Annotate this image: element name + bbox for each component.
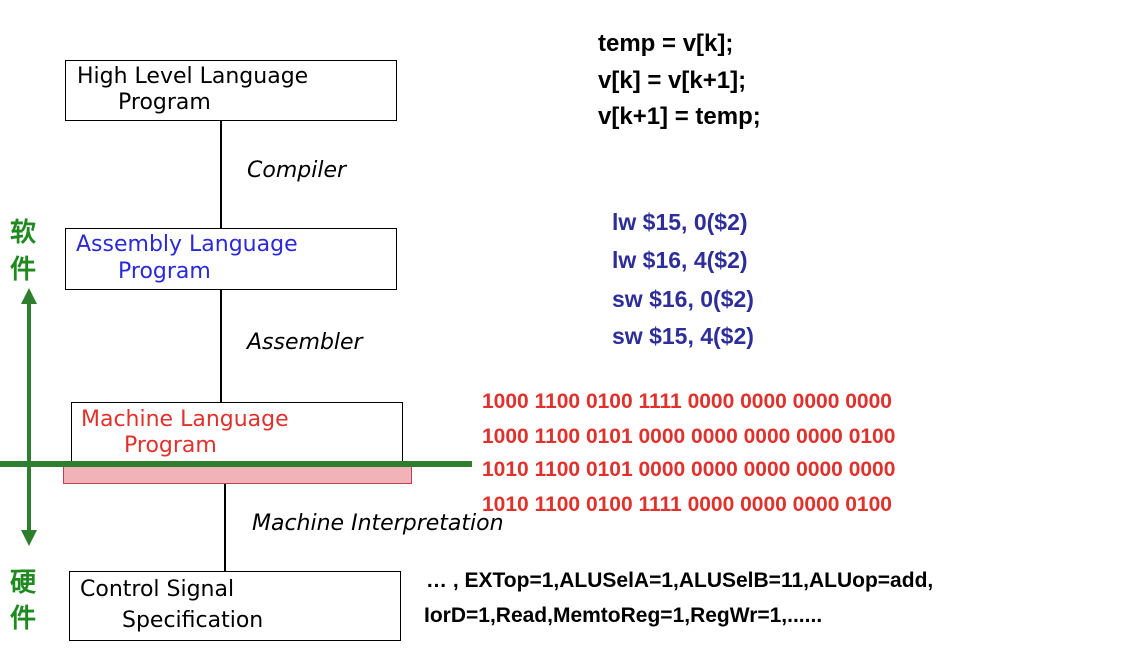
hll-code-line-1: temp = v[k]; xyxy=(598,30,734,57)
high-level-language-line2: Program xyxy=(118,90,211,115)
machine-interpretation-label: Machine Interpretation xyxy=(252,511,504,536)
connector-line-ml-ctrl xyxy=(224,484,226,571)
control-signals-line-1: … , EXTop=1,ALUSelA=1,ALUSelB=11,ALUop=a… xyxy=(426,569,934,592)
machine-language-line1: Machine Language xyxy=(81,407,289,432)
high-level-language-box: High Level Language Program xyxy=(65,60,397,121)
assembly-language-box: Assembly Language Program xyxy=(65,228,397,290)
arrow-down-head xyxy=(21,530,37,546)
control-signal-line2: Specification xyxy=(122,608,264,633)
hll-code-line-2: v[k] = v[k+1]; xyxy=(598,67,747,94)
asm-code-line-3: sw $16, 0($2) xyxy=(612,286,754,312)
machine-code-line-1: 1000 1100 0100 1111 0000 0000 0000 0000 xyxy=(482,390,892,413)
control-signal-line1: Control Signal xyxy=(80,577,235,602)
assembler-label: Assembler xyxy=(247,330,363,355)
assembly-language-line2: Program xyxy=(118,259,211,284)
control-signal-box: Control Signal Specification xyxy=(69,571,401,641)
arrow-up-head xyxy=(21,288,37,304)
machine-code-line-2: 1000 1100 0101 0000 0000 0000 0000 0100 xyxy=(482,425,896,448)
software-label-char2: 件 xyxy=(10,255,37,285)
high-level-language-line1: High Level Language xyxy=(77,64,309,89)
assembly-language-line1: Assembly Language xyxy=(76,232,298,257)
compiler-label: Compiler xyxy=(247,158,347,183)
hardware-label-char1: 硬 xyxy=(10,568,37,598)
software-hardware-divider xyxy=(0,461,472,467)
connector-line-hll-asm xyxy=(220,121,222,228)
machine-language-line2: Program xyxy=(124,433,217,458)
software-label-char1: 软 xyxy=(10,218,37,248)
asm-code-line-1: lw $15, 0($2) xyxy=(612,209,748,235)
asm-code-line-4: sw $15, 4($2) xyxy=(612,323,754,349)
asm-code-line-2: lw $16, 4($2) xyxy=(612,247,748,273)
machine-code-line-4: 1010 1100 0100 1111 0000 0000 0000 0100 xyxy=(482,493,892,516)
hll-code-line-3: v[k+1] = temp; xyxy=(598,103,761,130)
connector-line-asm-ml xyxy=(220,290,222,402)
control-signals-line-2: IorD=1,Read,MemtoReg=1,RegWr=1,...... xyxy=(424,604,823,627)
machine-code-line-3: 1010 1100 0101 0000 0000 0000 0000 0000 xyxy=(482,458,896,481)
hardware-label-char2: 件 xyxy=(10,604,37,634)
